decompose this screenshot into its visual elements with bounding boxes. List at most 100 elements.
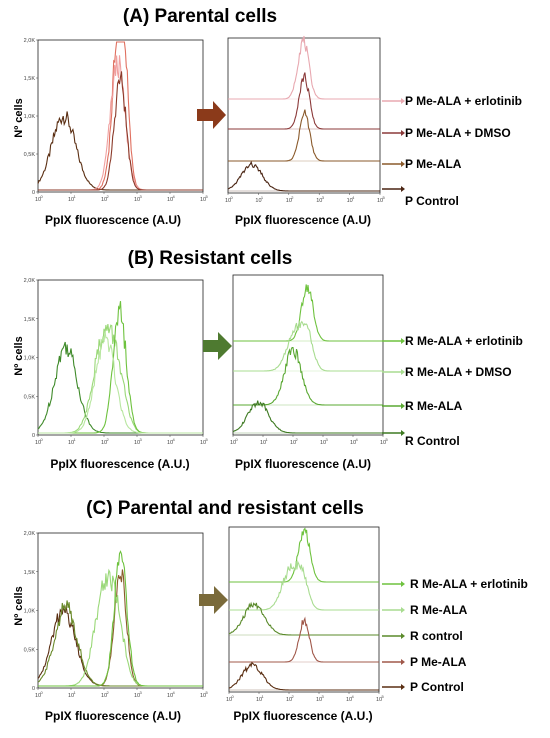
x-tick-label: 10 [200, 440, 206, 446]
x-tick-exponent: 5 [383, 195, 386, 200]
panel-b-arrow [203, 332, 232, 360]
x-tick-label: 10 [134, 440, 140, 446]
panel-a-right-xlabel: PpIX fluorescence (A.U) [235, 213, 371, 227]
legend-a-2: P Me-ALA [405, 157, 462, 171]
legend-arrowhead [401, 684, 405, 690]
x-tick-exponent: 0 [232, 694, 235, 699]
y-tick-label: 0 [32, 686, 35, 692]
x-tick-label: 10 [320, 440, 326, 446]
histogram-series-line [37, 341, 203, 434]
x-tick-label: 10 [200, 693, 206, 699]
legend-b-0: R Me-ALA + erlotinib [405, 334, 523, 348]
legend-arrowhead [401, 338, 405, 344]
x-tick-label: 10 [200, 197, 206, 203]
panel-b-left-xlabel: PpIX fluorescence (A.U.) [50, 457, 189, 471]
histogram-series-line [228, 661, 379, 691]
x-tick-label: 10 [316, 198, 322, 204]
x-tick-exponent: 1 [262, 694, 265, 699]
x-tick-exponent: 0 [41, 194, 44, 199]
legend-a-3: P Control [405, 194, 459, 208]
panel-c-ylabel: Nº cells [13, 586, 25, 625]
histogram-series-line [38, 331, 203, 434]
histogram-series-line [38, 550, 203, 687]
histogram-series-line [229, 560, 379, 611]
legend-arrowhead [401, 161, 405, 167]
histogram-series-line [233, 320, 383, 372]
x-tick-exponent: 3 [140, 194, 143, 199]
histogram-series-line [228, 109, 380, 162]
panel-b-right-xlabel: PpIX fluorescence (A.U) [235, 457, 371, 471]
x-tick-exponent: 1 [74, 437, 77, 442]
legend-c-1: R Me-ALA [410, 603, 468, 617]
x-tick-label: 10 [101, 197, 107, 203]
histogram-series-line [38, 568, 203, 687]
x-tick-exponent: 3 [326, 437, 329, 442]
x-tick-exponent: 1 [74, 194, 77, 199]
panel-c-left-xlabel: PpIX fluorescence (A.U) [45, 709, 181, 723]
x-tick-label: 10 [68, 693, 74, 699]
x-tick-exponent: 2 [107, 690, 110, 695]
panel-a-title: (A) Parental cells [123, 6, 277, 27]
x-tick-label: 10 [376, 697, 382, 703]
x-tick-exponent: 0 [231, 195, 234, 200]
histogram-series-line [233, 284, 383, 342]
histogram-series-line [38, 569, 203, 687]
histogram-series-line [233, 346, 383, 406]
x-tick-label: 10 [35, 197, 41, 203]
legend-b-2: R Me-ALA [405, 399, 463, 413]
x-tick-exponent: 4 [173, 194, 176, 199]
x-tick-label: 10 [134, 693, 140, 699]
y-tick-label: 2,0K [24, 531, 36, 537]
y-tick-label: 0 [32, 190, 35, 196]
x-tick-label: 10 [167, 440, 173, 446]
legend-c-4: P Control [410, 680, 464, 694]
legend-arrowhead [401, 403, 405, 409]
x-tick-exponent: 5 [386, 437, 389, 442]
panel-c-arrow [199, 586, 228, 614]
x-tick-label: 10 [35, 440, 41, 446]
x-tick-label: 10 [167, 197, 173, 203]
x-tick-exponent: 3 [140, 437, 143, 442]
x-tick-label: 10 [316, 697, 322, 703]
histogram-series-line [37, 111, 203, 191]
panel-c-legend: R Me-ALA + erlotinib R Me-ALA R control … [382, 577, 528, 694]
x-tick-label: 10 [101, 693, 107, 699]
x-tick-exponent: 2 [291, 195, 294, 200]
panel-a-arrow [197, 101, 226, 129]
legend-c-2: R control [410, 629, 463, 643]
panel-b-title: (B) Resistant cells [128, 248, 293, 269]
histogram-series-line [229, 616, 379, 663]
x-tick-label: 10 [101, 440, 107, 446]
x-tick-exponent: 4 [356, 437, 359, 442]
x-tick-exponent: 1 [261, 195, 264, 200]
x-tick-exponent: 0 [41, 690, 44, 695]
x-tick-exponent: 5 [206, 194, 209, 199]
histogram-series-line [38, 324, 203, 434]
x-tick-label: 10 [290, 440, 296, 446]
x-tick-label: 10 [350, 440, 356, 446]
x-tick-label: 10 [286, 697, 292, 703]
histogram-series-line [38, 301, 203, 434]
histogram-series-line [228, 601, 379, 636]
y-tick-label: 2,0K [24, 278, 36, 284]
x-tick-label: 10 [256, 697, 262, 703]
panel-a-ylabel: Nº cells [13, 98, 25, 137]
legend-arrowhead [401, 581, 405, 587]
panel-c-right-xlabel: PpIX fluorescence (A.U.) [233, 709, 372, 723]
x-tick-label: 10 [346, 697, 352, 703]
x-tick-label: 10 [380, 440, 386, 446]
x-tick-exponent: 3 [322, 694, 325, 699]
x-tick-exponent: 4 [352, 195, 355, 200]
y-tick-label: 0 [32, 433, 35, 439]
histogram-series-line [228, 35, 380, 100]
x-tick-exponent: 3 [322, 195, 325, 200]
x-tick-exponent: 4 [173, 437, 176, 442]
panel-a-left-xlabel: PpIX fluorescence (A.U) [45, 213, 181, 227]
x-tick-label: 10 [377, 198, 383, 204]
x-tick-exponent: 2 [292, 694, 295, 699]
y-tick-label: 1,0K [24, 356, 36, 362]
y-tick-label: 1,0K [24, 114, 36, 120]
